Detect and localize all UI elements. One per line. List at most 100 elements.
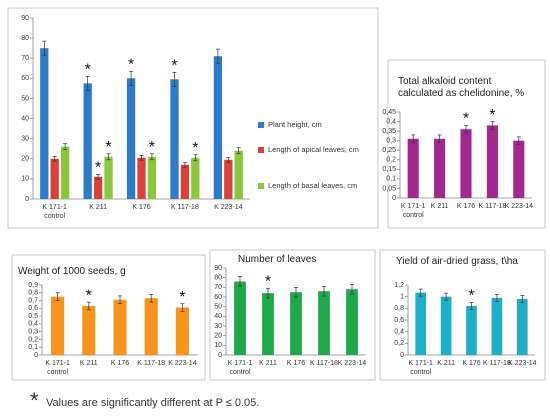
x-tick-label: K 171-1 control — [228, 360, 253, 376]
x-tick-label: K 117-18 — [310, 360, 338, 367]
x-tick-label: K 223-14 — [505, 203, 534, 210]
significance-marker: * — [105, 139, 111, 156]
y-tick-label: 90 — [21, 15, 29, 22]
chart-title: Weight of 1000 seeds, g — [18, 266, 126, 277]
y-tick-label: 0 — [392, 195, 396, 202]
bar — [60, 146, 70, 199]
y-tick-label: 0,25 — [382, 147, 396, 154]
bar — [440, 296, 452, 355]
y-tick-label: 30 — [21, 136, 29, 143]
bar — [104, 156, 113, 199]
x-tick-label: K 223-14 — [338, 360, 367, 367]
y-tick-label: 0,2 — [28, 336, 38, 343]
legend-label: Length of basal leaves, cm — [268, 181, 357, 190]
bar — [262, 293, 274, 355]
y-tick-label: 0,45 — [382, 109, 396, 116]
bar — [460, 129, 472, 198]
y-tick-label: 0 — [25, 196, 29, 203]
legend-label: Plant height, cm — [268, 120, 322, 129]
bar — [113, 299, 127, 355]
y-tick-label: 0,4 — [394, 329, 404, 336]
bar — [213, 56, 223, 199]
y-tick-label: 0,9 — [28, 282, 38, 289]
y-tick-label: 60 — [214, 294, 222, 301]
significance-marker: * — [171, 58, 177, 75]
bar — [83, 83, 92, 199]
legend-swatch — [258, 122, 264, 128]
x-tick-label: K 171-1 control — [408, 360, 433, 376]
y-tick-label: 0,6 — [394, 317, 404, 324]
chart-title: Number of leaves — [238, 254, 317, 265]
significance-marker: * — [265, 274, 271, 291]
x-tick-label: K 171-1 control — [42, 204, 67, 220]
y-tick-label: 10 — [21, 176, 29, 183]
bar — [346, 289, 358, 355]
x-tick-label: K 223-14 — [214, 204, 243, 211]
y-tick-label: 0,4 — [28, 321, 38, 328]
x-tick-label: K 117-18 — [171, 204, 199, 211]
y-tick-label: 20 — [21, 156, 29, 163]
y-tick-label: 0,15 — [382, 166, 396, 173]
x-tick-label: K 211 — [89, 204, 107, 211]
significance-marker: * — [149, 139, 155, 156]
significance-marker: * — [85, 62, 91, 79]
significance-marker: * — [192, 140, 198, 157]
significance-marker: * — [463, 111, 469, 128]
bar — [290, 292, 302, 355]
legend-swatch — [258, 183, 264, 189]
x-tick-label: K 211 — [437, 360, 455, 367]
y-tick-label: 80 — [214, 275, 222, 282]
bar — [234, 150, 243, 199]
bar — [144, 298, 158, 355]
significance-marker: * — [128, 57, 134, 74]
bar — [137, 157, 146, 199]
bar — [40, 48, 49, 199]
panel-frame — [379, 249, 546, 381]
x-tick-label: K 176 — [111, 360, 129, 367]
x-tick-label: K 176 — [287, 360, 305, 367]
x-tick-label: K 176 — [457, 203, 475, 210]
y-tick-label: 70 — [214, 284, 222, 291]
x-tick-label: K 117-18 — [483, 360, 511, 367]
x-tick-label: K 223-14 — [168, 360, 197, 367]
y-tick-label: 0,05 — [382, 185, 396, 192]
y-tick-label: 60 — [21, 75, 29, 82]
y-tick-label: 0,3 — [28, 329, 38, 336]
y-tick-label: 1 — [400, 294, 404, 301]
y-tick-label: 0,8 — [394, 305, 404, 312]
y-tick-label: 70 — [21, 55, 29, 62]
bar — [170, 79, 179, 199]
y-tick-label: 0,1 — [386, 176, 396, 183]
bar — [191, 157, 200, 199]
x-tick-label: K 211 — [259, 360, 277, 367]
y-tick-label: 0 — [400, 352, 404, 359]
legend-swatch — [258, 147, 264, 153]
y-tick-label: 0,2 — [394, 340, 404, 347]
x-tick-label: K 117-18 — [478, 203, 506, 210]
panel-frame — [209, 249, 376, 381]
bar — [513, 140, 525, 198]
x-tick-label: K 171-1 control — [401, 203, 426, 219]
y-tick-label: 30 — [214, 323, 222, 330]
y-tick-label: 0 — [34, 352, 38, 359]
x-tick-label: K 211 — [431, 203, 449, 210]
panel-frame — [387, 59, 546, 229]
footnote: Values are significantly different at P … — [46, 397, 259, 409]
x-tick-label: K 176 — [132, 204, 150, 211]
y-tick-label: 80 — [21, 35, 29, 42]
x-tick-label: K 176 — [462, 360, 480, 367]
bar — [486, 125, 498, 198]
significance-marker: * — [468, 288, 474, 305]
y-tick-label: 0 — [218, 352, 222, 359]
bar — [491, 297, 503, 355]
bar — [50, 158, 59, 199]
bar — [93, 176, 103, 199]
bar — [51, 296, 65, 355]
y-tick-label: 10 — [214, 342, 222, 349]
significance-marker: * — [86, 287, 92, 304]
y-tick-label: 40 — [21, 115, 29, 122]
bar — [147, 156, 157, 199]
y-tick-label: 0,5 — [28, 313, 38, 320]
